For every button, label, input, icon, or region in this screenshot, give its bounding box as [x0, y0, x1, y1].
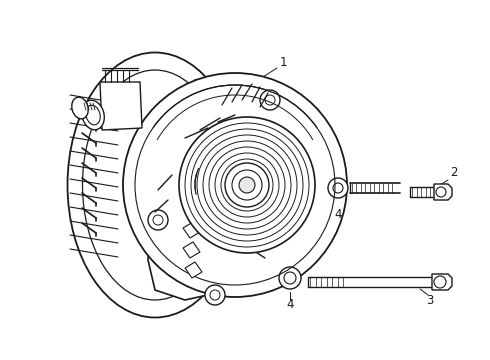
Circle shape — [123, 73, 347, 297]
Polygon shape — [195, 75, 258, 125]
Text: 1: 1 — [279, 55, 287, 68]
Circle shape — [225, 163, 269, 207]
Polygon shape — [183, 242, 200, 258]
Polygon shape — [434, 184, 452, 200]
Ellipse shape — [86, 105, 100, 125]
Circle shape — [262, 122, 278, 138]
Text: 2: 2 — [450, 166, 458, 179]
Circle shape — [179, 117, 315, 253]
Circle shape — [239, 177, 255, 193]
Ellipse shape — [82, 100, 104, 130]
Circle shape — [260, 90, 280, 110]
Polygon shape — [432, 274, 452, 290]
Ellipse shape — [82, 70, 227, 300]
Circle shape — [205, 285, 225, 305]
Ellipse shape — [72, 97, 88, 119]
Ellipse shape — [68, 53, 243, 318]
Circle shape — [232, 170, 262, 200]
Polygon shape — [183, 222, 200, 238]
Polygon shape — [100, 82, 142, 130]
Circle shape — [279, 267, 301, 289]
Text: 4: 4 — [334, 208, 342, 221]
Polygon shape — [215, 132, 232, 148]
Text: 3: 3 — [426, 293, 434, 306]
Circle shape — [328, 178, 348, 198]
Circle shape — [148, 210, 168, 230]
Text: 4: 4 — [286, 298, 294, 311]
Polygon shape — [148, 90, 300, 300]
Polygon shape — [185, 262, 202, 278]
